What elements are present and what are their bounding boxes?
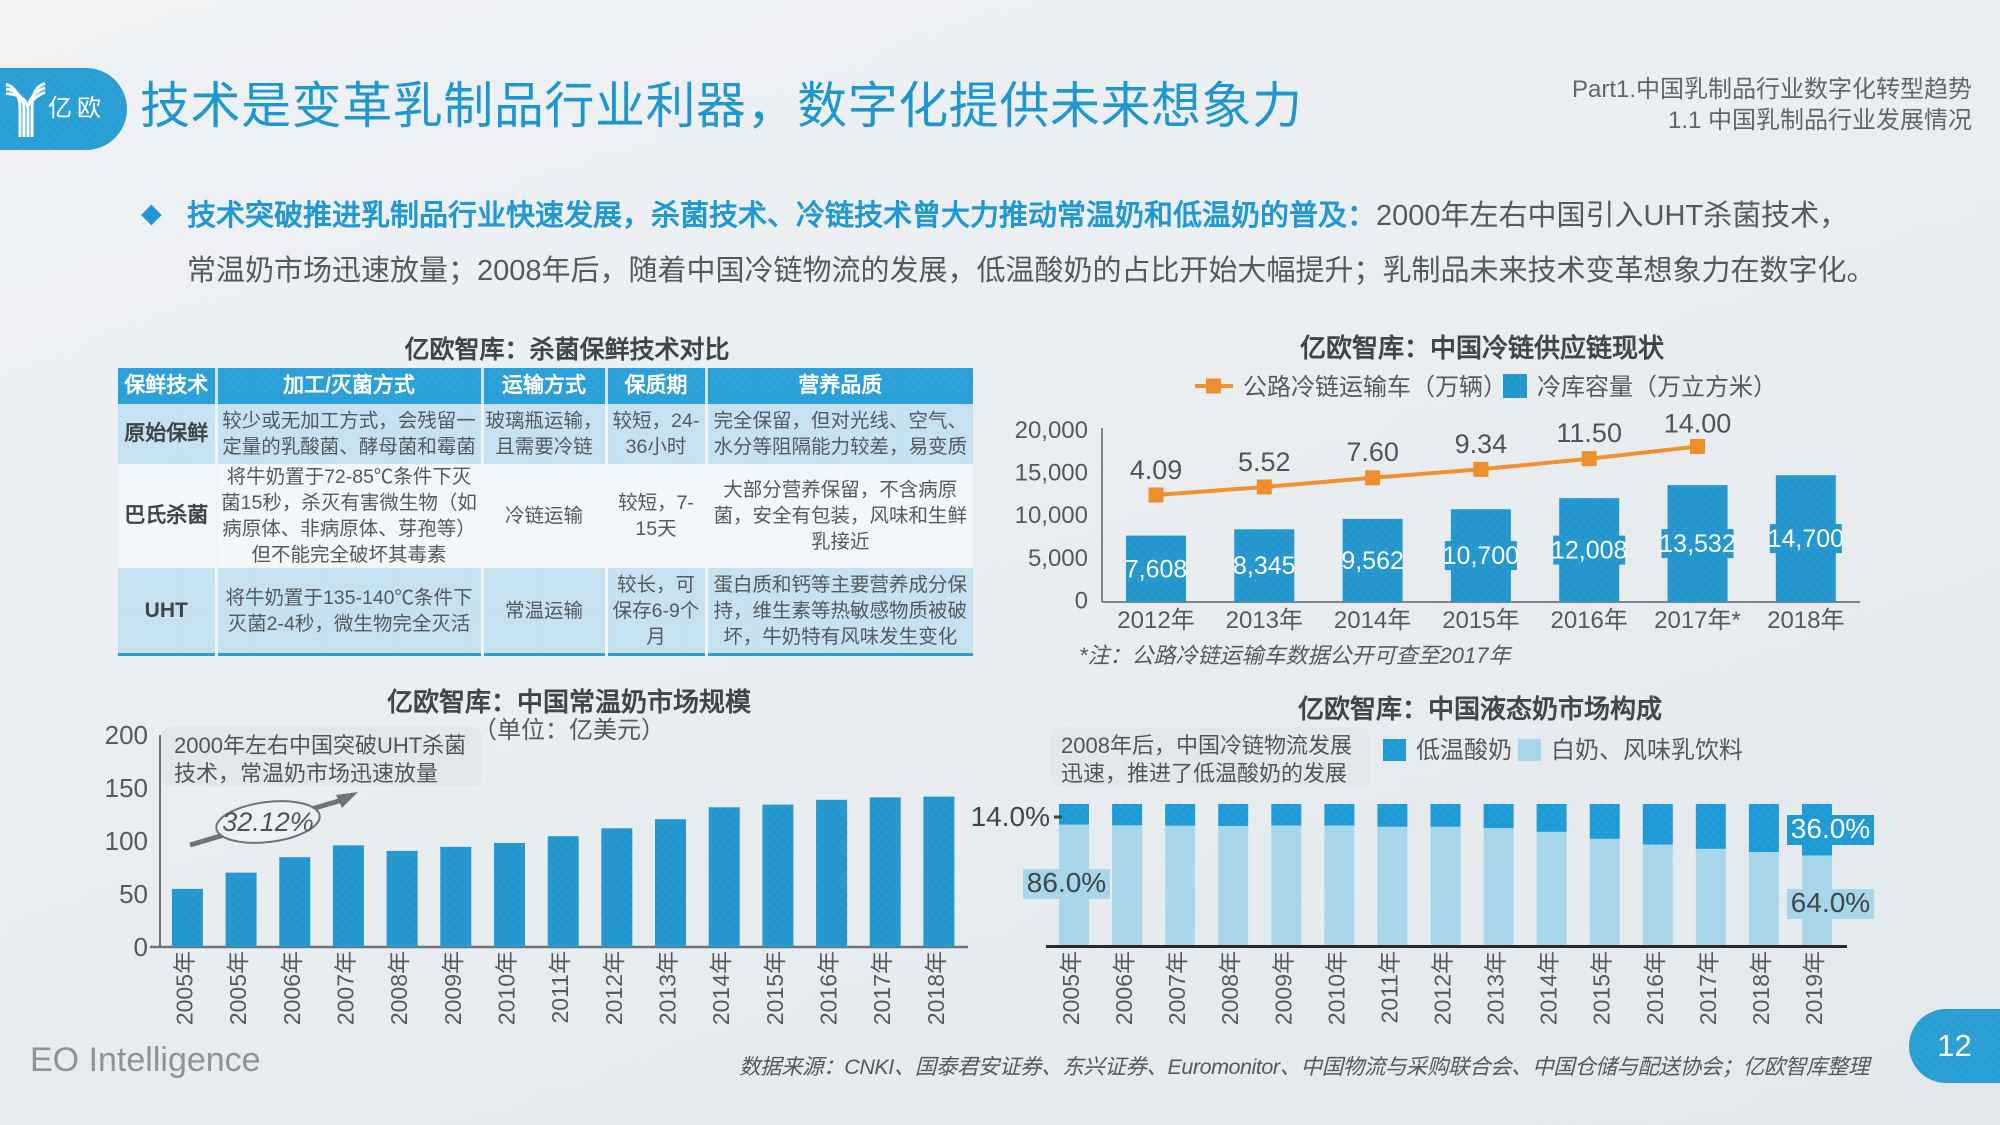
svg-text:亿欧智库：中国常温奶市场规模: 亿欧智库：中国常温奶市场规模 xyxy=(387,687,752,717)
svg-text:冷库容量（万立方米）: 冷库容量（万立方米） xyxy=(1537,374,1777,401)
svg-text:7.60: 7.60 xyxy=(1346,437,1399,467)
svg-text:2014年: 2014年 xyxy=(1334,607,1411,634)
svg-text:白奶、风味乳饮料: 白奶、风味乳饮料 xyxy=(1551,737,1743,764)
svg-text:2005年: 2005年 xyxy=(171,951,197,1025)
svg-text:100: 100 xyxy=(105,826,148,856)
svg-text:2014年: 2014年 xyxy=(708,951,734,1025)
svg-text:86.0%: 86.0% xyxy=(1027,867,1106,898)
svg-text:2011年: 2011年 xyxy=(547,951,573,1023)
svg-text:7,608: 7,608 xyxy=(1125,555,1188,583)
svg-text:8,345: 8,345 xyxy=(1233,552,1296,580)
svg-text:亿欧智库：中国冷链供应链现状: 亿欧智库：中国冷链供应链现状 xyxy=(1300,333,1665,363)
svg-text:2019年: 2019年 xyxy=(1801,951,1827,1025)
svg-text:5.52: 5.52 xyxy=(1238,447,1291,477)
svg-text:2015年: 2015年 xyxy=(1589,951,1615,1025)
svg-text:4.09: 4.09 xyxy=(1130,455,1183,485)
svg-text:2016年: 2016年 xyxy=(816,951,842,1025)
svg-text:32.12%: 32.12% xyxy=(222,807,314,837)
svg-text:2007年: 2007年 xyxy=(332,951,358,1025)
svg-text:2018年: 2018年 xyxy=(1748,951,1774,1025)
svg-text:9.34: 9.34 xyxy=(1455,429,1508,459)
svg-text:2014年: 2014年 xyxy=(1536,951,1562,1025)
svg-text:13,532: 13,532 xyxy=(1659,530,1735,558)
svg-text:2009年: 2009年 xyxy=(440,951,466,1025)
svg-text:64.0%: 64.0% xyxy=(1791,887,1870,918)
svg-text:公路冷链运输车（万辆）: 公路冷链运输车（万辆） xyxy=(1243,374,1507,401)
svg-text:10,000: 10,000 xyxy=(1015,502,1088,529)
svg-text:2010年: 2010年 xyxy=(1323,951,1349,1025)
svg-text:2012年: 2012年 xyxy=(1430,951,1456,1025)
svg-text:2015年: 2015年 xyxy=(762,951,788,1025)
svg-text:2012年: 2012年 xyxy=(1117,607,1194,634)
svg-text:2015年: 2015年 xyxy=(1442,607,1519,634)
svg-text:9,562: 9,562 xyxy=(1341,547,1404,575)
svg-text:150: 150 xyxy=(105,773,148,803)
svg-text:2009年: 2009年 xyxy=(1270,951,1296,1025)
svg-text:2006年: 2006年 xyxy=(1111,951,1137,1025)
svg-text:2013年: 2013年 xyxy=(1226,607,1303,634)
svg-text:0: 0 xyxy=(1075,587,1088,614)
svg-text:0: 0 xyxy=(134,932,148,962)
svg-text:技术，常温奶市场迅速放量: 技术，常温奶市场迅速放量 xyxy=(174,761,438,786)
svg-text:2016年: 2016年 xyxy=(1551,607,1628,634)
svg-text:2011年: 2011年 xyxy=(1376,951,1402,1023)
svg-text:2013年: 2013年 xyxy=(655,951,681,1025)
svg-text:2017年: 2017年 xyxy=(869,951,895,1025)
svg-text:2018年: 2018年 xyxy=(923,951,949,1025)
svg-text:15,000: 15,000 xyxy=(1015,460,1088,487)
svg-text:2017年: 2017年 xyxy=(1695,951,1721,1025)
svg-text:2007年: 2007年 xyxy=(1164,951,1190,1025)
svg-text:50: 50 xyxy=(119,879,148,909)
svg-text:低温酸奶: 低温酸奶 xyxy=(1416,737,1512,764)
svg-text:2006年: 2006年 xyxy=(279,951,305,1025)
svg-text:2008年后，中国冷链物流发展: 2008年后，中国冷链物流发展 xyxy=(1061,733,1352,758)
svg-text:2005年: 2005年 xyxy=(225,951,251,1025)
svg-text:2005年: 2005年 xyxy=(1058,951,1084,1025)
svg-text:（单位：亿美元）: （单位：亿美元） xyxy=(473,717,665,744)
svg-text:5,000: 5,000 xyxy=(1028,545,1088,572)
svg-text:36.0%: 36.0% xyxy=(1791,813,1870,844)
svg-text:*注：公路冷链运输车数据公开可查至2017年: *注：公路冷链运输车数据公开可查至2017年 xyxy=(1079,643,1513,668)
svg-text:2017年*: 2017年* xyxy=(1654,607,1741,634)
svg-text:2018年: 2018年 xyxy=(1767,607,1844,634)
svg-text:11.50: 11.50 xyxy=(1556,418,1622,448)
svg-text:亿欧智库：中国液态奶市场构成: 亿欧智库：中国液态奶市场构成 xyxy=(1298,694,1662,724)
svg-text:200: 200 xyxy=(105,720,148,750)
svg-text:14.0%: 14.0% xyxy=(971,801,1050,832)
svg-text:10,700: 10,700 xyxy=(1443,542,1519,570)
svg-text:2010年: 2010年 xyxy=(494,951,520,1025)
svg-text:12,008: 12,008 xyxy=(1551,537,1627,565)
svg-text:2008年: 2008年 xyxy=(386,951,412,1025)
svg-text:2013年: 2013年 xyxy=(1483,951,1509,1025)
svg-text:2000年左右中国突破UHT杀菌: 2000年左右中国突破UHT杀菌 xyxy=(174,733,466,758)
svg-text:2012年: 2012年 xyxy=(601,951,627,1025)
svg-text:14,700: 14,700 xyxy=(1768,525,1844,553)
svg-text:2008年: 2008年 xyxy=(1217,951,1243,1025)
svg-text:2016年: 2016年 xyxy=(1642,951,1668,1025)
svg-text:迅速，推进了低温酸奶的发展: 迅速，推进了低温酸奶的发展 xyxy=(1061,761,1347,786)
svg-text:20,000: 20,000 xyxy=(1015,417,1088,444)
svg-text:14.00: 14.00 xyxy=(1664,409,1732,439)
